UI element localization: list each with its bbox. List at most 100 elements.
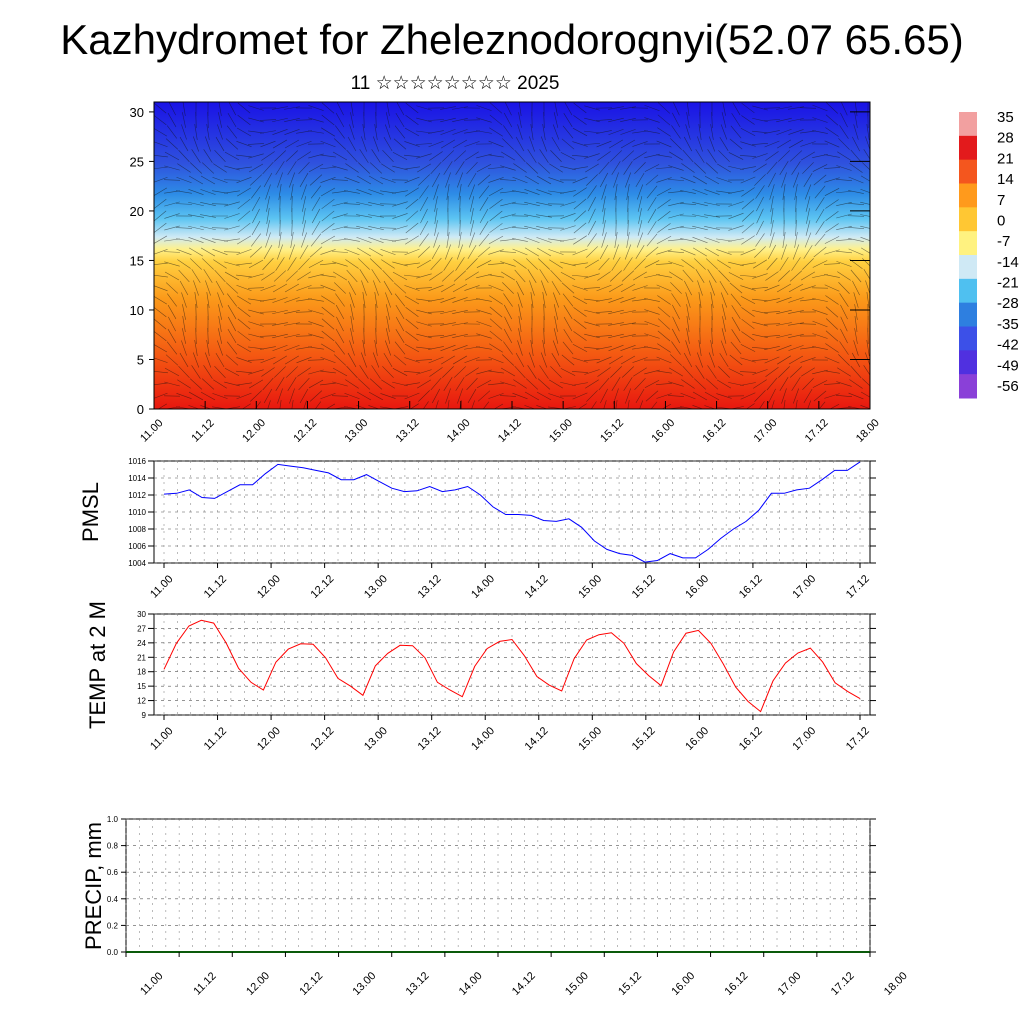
wind-barb (321, 318, 335, 330)
wind-barb (248, 321, 264, 327)
wind-barb (572, 166, 588, 170)
x-tick-label: 13.12 (404, 970, 432, 998)
wind-barb (657, 295, 671, 305)
wind-barb (647, 221, 657, 235)
wind-barb (154, 331, 167, 342)
wind-barb (741, 331, 755, 341)
colorbar-label: -35 (997, 316, 1019, 333)
wind-barb (602, 220, 606, 236)
wind-barb (369, 162, 383, 174)
wind-barb (740, 128, 756, 136)
wind-barb (157, 403, 167, 409)
wind-barb (154, 222, 167, 233)
wind-barb (392, 151, 408, 161)
wind-barb (695, 269, 705, 283)
wind-barb (272, 309, 288, 315)
wind-barb (164, 213, 180, 219)
wind-barb (620, 106, 636, 110)
wind-barb (429, 271, 443, 281)
wind-barb (416, 369, 432, 375)
wind-barb (259, 335, 277, 337)
wind-barb (602, 208, 606, 224)
x-tick-label: 17.00 (790, 725, 818, 753)
y-tick-label: 10 (130, 303, 144, 318)
wind-barb (632, 130, 648, 134)
wind-barb (764, 311, 780, 313)
x-tick-label: 17.12 (803, 417, 831, 445)
wind-barb (321, 210, 335, 222)
wind-barb (764, 284, 780, 292)
wind-barb (416, 298, 432, 302)
wind-barb (489, 114, 503, 126)
wind-barb (716, 238, 732, 242)
wind-barb (301, 232, 307, 248)
x-tick-label: 14.12 (523, 725, 551, 753)
wind-barb (697, 352, 703, 368)
wind-barb (590, 401, 597, 409)
wind-barb (434, 196, 438, 212)
x-tick-label: 16.00 (649, 417, 677, 445)
wind-barb (488, 382, 504, 386)
wind-barb (163, 179, 181, 181)
wind-barb (683, 352, 693, 368)
wind-barb (719, 137, 729, 151)
wind-barb (154, 306, 167, 318)
wind-barb (644, 379, 660, 389)
wind-barb (697, 280, 703, 296)
wind-barb (656, 140, 672, 148)
y-tick-label: 0.0 (107, 948, 119, 957)
wind-barb (284, 310, 300, 314)
wind-barb (218, 102, 222, 116)
wind-barb (740, 344, 756, 352)
wind-barb (769, 184, 775, 200)
wind-barb (203, 365, 213, 379)
wind-barb (307, 359, 325, 361)
wind-barb (792, 244, 800, 260)
wind-barb (683, 136, 693, 152)
y-tick-label: 1010 (128, 508, 146, 517)
wind-barb (476, 333, 492, 339)
wind-barb (668, 201, 684, 207)
wind-barb (836, 202, 852, 206)
wind-barb (383, 280, 393, 296)
wind-barb (236, 343, 252, 353)
wind-barb (815, 197, 825, 211)
wind-barb (560, 238, 576, 242)
x-tick-label: 15.12 (598, 417, 626, 445)
wind-barb (286, 366, 298, 378)
wind-barb (385, 124, 391, 140)
wind-barb (563, 316, 573, 332)
wind-barb (373, 280, 379, 296)
x-tick-label: 12.12 (309, 573, 337, 601)
wind-barb (369, 378, 383, 390)
wind-barb (776, 333, 792, 339)
wind-barb (362, 340, 366, 356)
wind-barb (236, 235, 252, 245)
x-tick-label: 11.12 (202, 573, 229, 600)
wind-barb (335, 304, 345, 320)
wind-barb (369, 258, 383, 270)
wind-barb (824, 140, 840, 148)
wind-barb (320, 382, 336, 386)
wind-barb (452, 297, 468, 303)
wind-barb (671, 293, 681, 307)
wind-barb (500, 238, 516, 242)
wind-barb (500, 367, 516, 377)
wind-barb (471, 400, 475, 409)
wind-barb (551, 136, 561, 152)
wind-barb (500, 151, 516, 161)
wind-barb (419, 220, 429, 236)
wind-barb (716, 190, 732, 194)
x-tick-label: 13.00 (350, 970, 378, 998)
wind-barb (308, 153, 324, 159)
colorbar-label: -42 (997, 337, 1019, 354)
wind-barb (525, 378, 539, 390)
x-tick-label: 13.00 (342, 417, 370, 445)
wind-barb (227, 328, 237, 344)
wind-barb (788, 118, 804, 122)
wind-barb (537, 162, 551, 174)
wind-barb (321, 102, 335, 114)
wind-barb (528, 352, 536, 368)
wind-barb (453, 270, 467, 282)
